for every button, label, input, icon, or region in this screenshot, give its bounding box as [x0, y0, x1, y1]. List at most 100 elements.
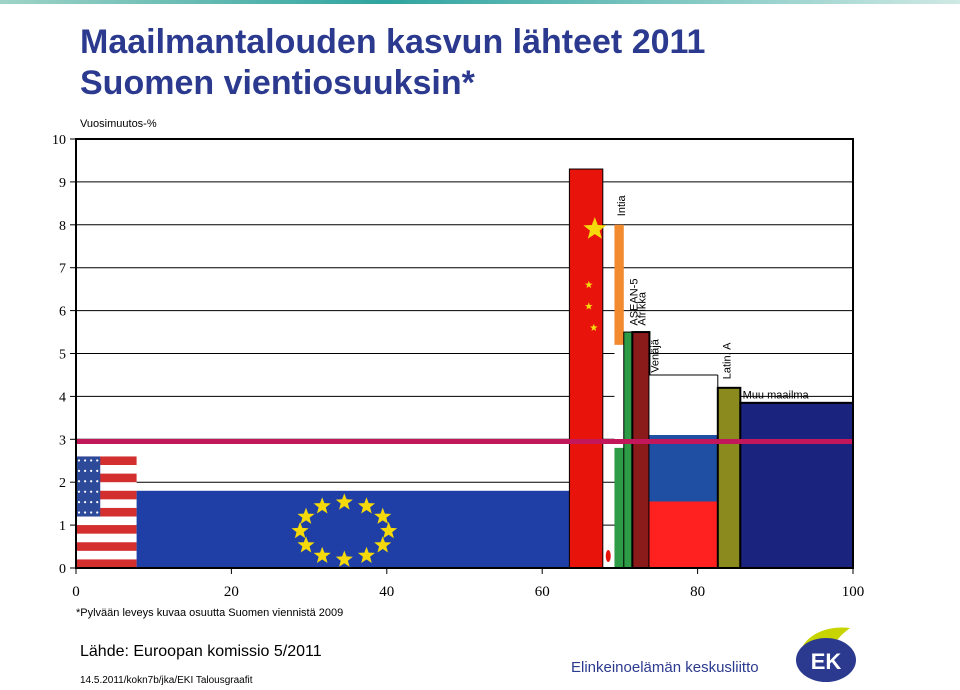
flag-stripe [76, 542, 137, 552]
flag-star [77, 459, 81, 462]
y-tick-label: 1 [59, 519, 66, 534]
flag-star [83, 511, 87, 514]
eu-star [380, 521, 398, 539]
bar-label: Intia [616, 195, 628, 217]
ek-logo: EK [796, 627, 856, 682]
organization-name: Elinkeinoelämän keskusliitto [571, 659, 759, 676]
eu-star [357, 497, 375, 514]
bar-latin [716, 386, 742, 569]
flag-stripe [76, 516, 137, 526]
flag-star [83, 459, 87, 462]
bar-rect [716, 386, 742, 569]
flag-star [83, 480, 87, 483]
title-line-1: Maailmantalouden kasvun lähteet 2011 [80, 23, 706, 61]
flag-star [90, 459, 93, 462]
flag-star [96, 511, 99, 514]
bar-label: Venäjä [650, 338, 662, 373]
y-tick-label: 7 [59, 262, 66, 277]
y-tick-label: 10 [52, 133, 66, 148]
flag-stripe [76, 456, 137, 466]
flag-star [77, 480, 81, 483]
flag-stripe [76, 533, 137, 543]
eu-star [297, 507, 315, 524]
footnote: *Pylvään leveys kuvaa osuutta Suomen vie… [76, 607, 344, 619]
flag-star [90, 480, 93, 483]
flag-star [96, 459, 99, 462]
flag-stripe [76, 473, 137, 483]
flag-stripe [76, 482, 137, 492]
eu-star [313, 497, 331, 514]
bar-label: Muu maailma [743, 390, 810, 402]
flag-stripe [76, 559, 137, 569]
china-star [583, 217, 607, 239]
flag-star [83, 490, 87, 493]
eu-star [313, 546, 331, 563]
bar-rest [739, 401, 855, 569]
y-tick-label: 3 [59, 433, 66, 448]
bar-africa [631, 331, 651, 569]
y-tick-label: 2 [59, 476, 66, 491]
bar-india [605, 224, 624, 568]
flag-stripe [76, 550, 137, 560]
bar-rect [623, 331, 633, 569]
eu-star [291, 521, 309, 539]
flag-stripe [76, 507, 137, 517]
china-star [585, 302, 593, 310]
bar-rect [739, 401, 855, 569]
top-accent-line [0, 0, 960, 4]
flag-star [83, 469, 87, 472]
flag-star [77, 490, 81, 493]
flag-star [90, 490, 93, 493]
flag-star [77, 501, 81, 504]
flag-stripe [76, 465, 137, 474]
eu-star [335, 493, 353, 510]
bar-label: Latin. A [722, 342, 734, 379]
bar-rect [614, 447, 624, 568]
x-tick-label: 40 [379, 584, 394, 600]
flag-star [90, 511, 93, 514]
bar-russia [649, 374, 719, 568]
bar-label: Afrikka [636, 291, 648, 326]
china-star [590, 323, 598, 331]
flag-star [83, 501, 87, 504]
y-tick-label: 5 [59, 348, 66, 363]
flag-star [90, 469, 93, 472]
bar-rect [649, 435, 718, 502]
credits-text: 14.5.2011/kokn7b/jka/EKI Talousgraafit [80, 675, 253, 686]
title-line-2: Suomen vientiosuuksin* [80, 64, 475, 102]
bar-rect [649, 374, 718, 436]
y-tick-label: 0 [59, 562, 66, 577]
china-star [585, 280, 593, 289]
x-tick-label: 20 [224, 584, 239, 600]
eu-star [374, 507, 392, 524]
flag-canton [76, 456, 101, 517]
y-tick-label: 8 [59, 219, 66, 234]
flag-stripe [76, 490, 137, 500]
flag-star [96, 490, 99, 493]
page-title: Maailmantalouden kasvun lähteet 2011 Suo… [80, 22, 705, 104]
y-tick-label: 4 [59, 390, 66, 405]
x-tick-label: 80 [690, 584, 705, 600]
eu-star [374, 536, 392, 553]
eu-star [335, 550, 353, 567]
y-tick-label: 6 [59, 305, 66, 320]
flag-star [90, 501, 93, 504]
flag-star [96, 480, 99, 483]
y-tick-label: 9 [59, 176, 66, 191]
source-text: Lähde: Euroopan komissio 5/2011 [80, 643, 322, 660]
bar-rect [614, 224, 624, 345]
bar-asean [623, 331, 633, 569]
x-tick-label: 100 [842, 584, 865, 600]
eu-star [357, 546, 375, 563]
flag-star [77, 511, 81, 514]
x-tick-label: 60 [535, 584, 550, 600]
flag-stripe [76, 525, 137, 534]
bar-rect [649, 501, 718, 568]
svg-text:EK: EK [811, 649, 842, 674]
flag-stripe [76, 499, 137, 509]
flag-star [96, 469, 99, 472]
y-axis-label: Vuosimuutos-% [80, 118, 157, 130]
eu-star [297, 536, 315, 553]
bar-eu [136, 490, 570, 568]
